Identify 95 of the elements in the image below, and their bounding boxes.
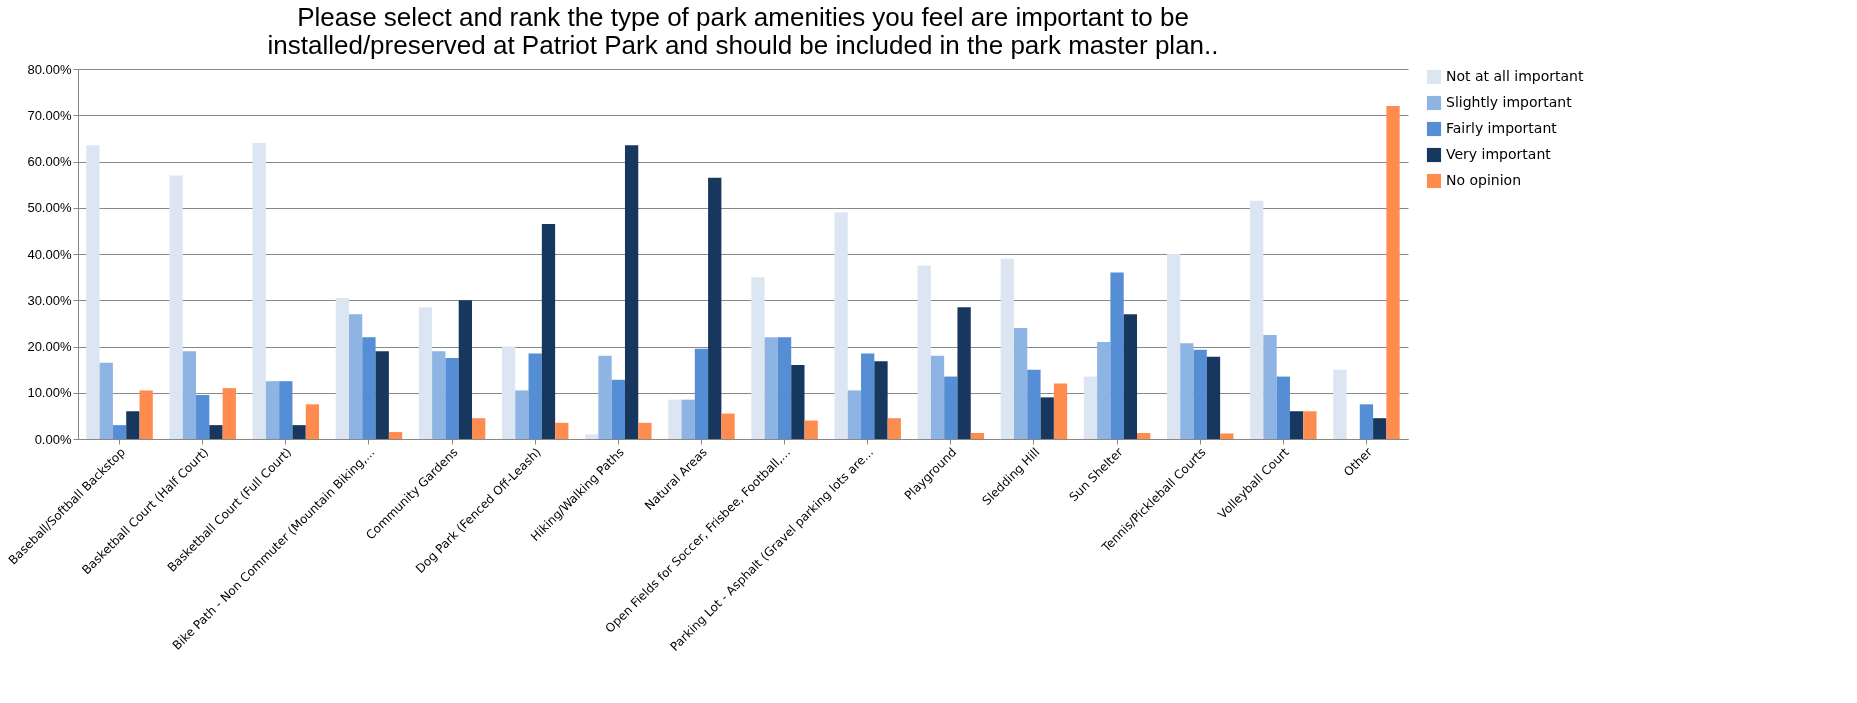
bar — [541, 223, 556, 439]
bar — [917, 265, 931, 439]
bar — [112, 425, 127, 439]
bar — [764, 337, 778, 439]
bar — [1137, 432, 1151, 439]
bar — [834, 212, 848, 439]
bar — [861, 353, 875, 439]
bar — [1027, 369, 1041, 439]
bar — [418, 307, 433, 439]
bar — [611, 379, 625, 439]
bar — [777, 337, 792, 439]
legend-label: Slightly important — [1446, 94, 1573, 110]
bar — [668, 399, 682, 439]
bar — [1013, 328, 1028, 439]
y-tick-label: 30.00% — [27, 292, 72, 308]
bar — [887, 418, 901, 439]
bar — [362, 337, 376, 439]
bar — [1373, 418, 1387, 439]
bar — [847, 390, 862, 439]
bar — [1263, 334, 1277, 439]
legend-label: Not at all important — [1446, 68, 1584, 84]
bar — [1276, 376, 1290, 439]
bar — [791, 365, 805, 439]
bar — [1220, 433, 1234, 439]
bar — [515, 390, 529, 439]
bar — [1193, 349, 1207, 439]
bar — [1359, 404, 1374, 439]
bar — [970, 432, 985, 439]
bar — [335, 297, 349, 439]
bar — [1110, 272, 1124, 439]
bar — [209, 425, 223, 439]
text: Please select and rank the type of park amenities you feel are important to be — [297, 2, 1189, 32]
bar — [1000, 258, 1014, 439]
bar — [139, 390, 153, 439]
bar — [1123, 314, 1138, 439]
bar — [375, 351, 389, 439]
bar — [501, 346, 516, 439]
bar — [638, 422, 652, 439]
y-tick-label: 10.00% — [27, 385, 72, 401]
y-tick-label: 20.00% — [27, 339, 72, 354]
y-tick-label: 40.00% — [27, 246, 72, 262]
bar — [708, 177, 722, 439]
bar — [694, 348, 709, 439]
bar — [292, 425, 306, 439]
bar — [1180, 343, 1194, 439]
bar — [957, 307, 971, 439]
bar — [721, 413, 735, 439]
y-tick-label: 80.00% — [27, 61, 72, 77]
bar — [555, 422, 569, 439]
bar — [804, 420, 818, 439]
bar — [1097, 341, 1111, 439]
bar — [348, 314, 363, 439]
legend-label: Fairly important — [1446, 120, 1558, 136]
bar — [126, 411, 140, 439]
bar — [86, 145, 100, 439]
y-tick-label: 50.00% — [27, 200, 72, 216]
y-tick-label: 60.00% — [27, 154, 72, 169]
bar — [1166, 254, 1181, 439]
bar — [432, 351, 446, 439]
bar — [445, 358, 459, 439]
bar — [99, 362, 113, 439]
bar — [182, 351, 197, 439]
bar — [458, 300, 473, 439]
legend-label: Very important — [1446, 146, 1552, 162]
bar — [1250, 200, 1264, 439]
bar — [944, 376, 958, 439]
bar — [624, 145, 639, 439]
bar — [388, 432, 403, 439]
text: installed/preserved at Patriot Park and should be included in the park master plan.. — [267, 30, 1219, 60]
bar — [1083, 376, 1098, 439]
bar — [169, 175, 183, 439]
bar — [279, 381, 293, 439]
bar — [528, 353, 542, 439]
bar — [472, 418, 486, 439]
bar — [222, 388, 236, 439]
bar — [1386, 106, 1400, 439]
bar — [874, 361, 888, 439]
bar — [1333, 369, 1347, 439]
bar — [265, 381, 280, 439]
bar — [930, 355, 945, 439]
bar — [1040, 397, 1054, 439]
bar — [305, 404, 320, 439]
bar — [1053, 383, 1068, 439]
bar — [252, 143, 266, 439]
bar — [585, 434, 599, 439]
legend-label: No opinion — [1446, 172, 1522, 188]
bar — [751, 277, 765, 439]
bar — [1289, 411, 1304, 439]
bar — [1303, 411, 1317, 439]
y-tick-label: 70.00% — [27, 107, 72, 123]
bar — [598, 355, 612, 439]
bar — [1206, 356, 1221, 439]
y-tick-label: 0.00% — [34, 431, 72, 447]
bar — [196, 395, 210, 439]
bar — [681, 399, 695, 439]
